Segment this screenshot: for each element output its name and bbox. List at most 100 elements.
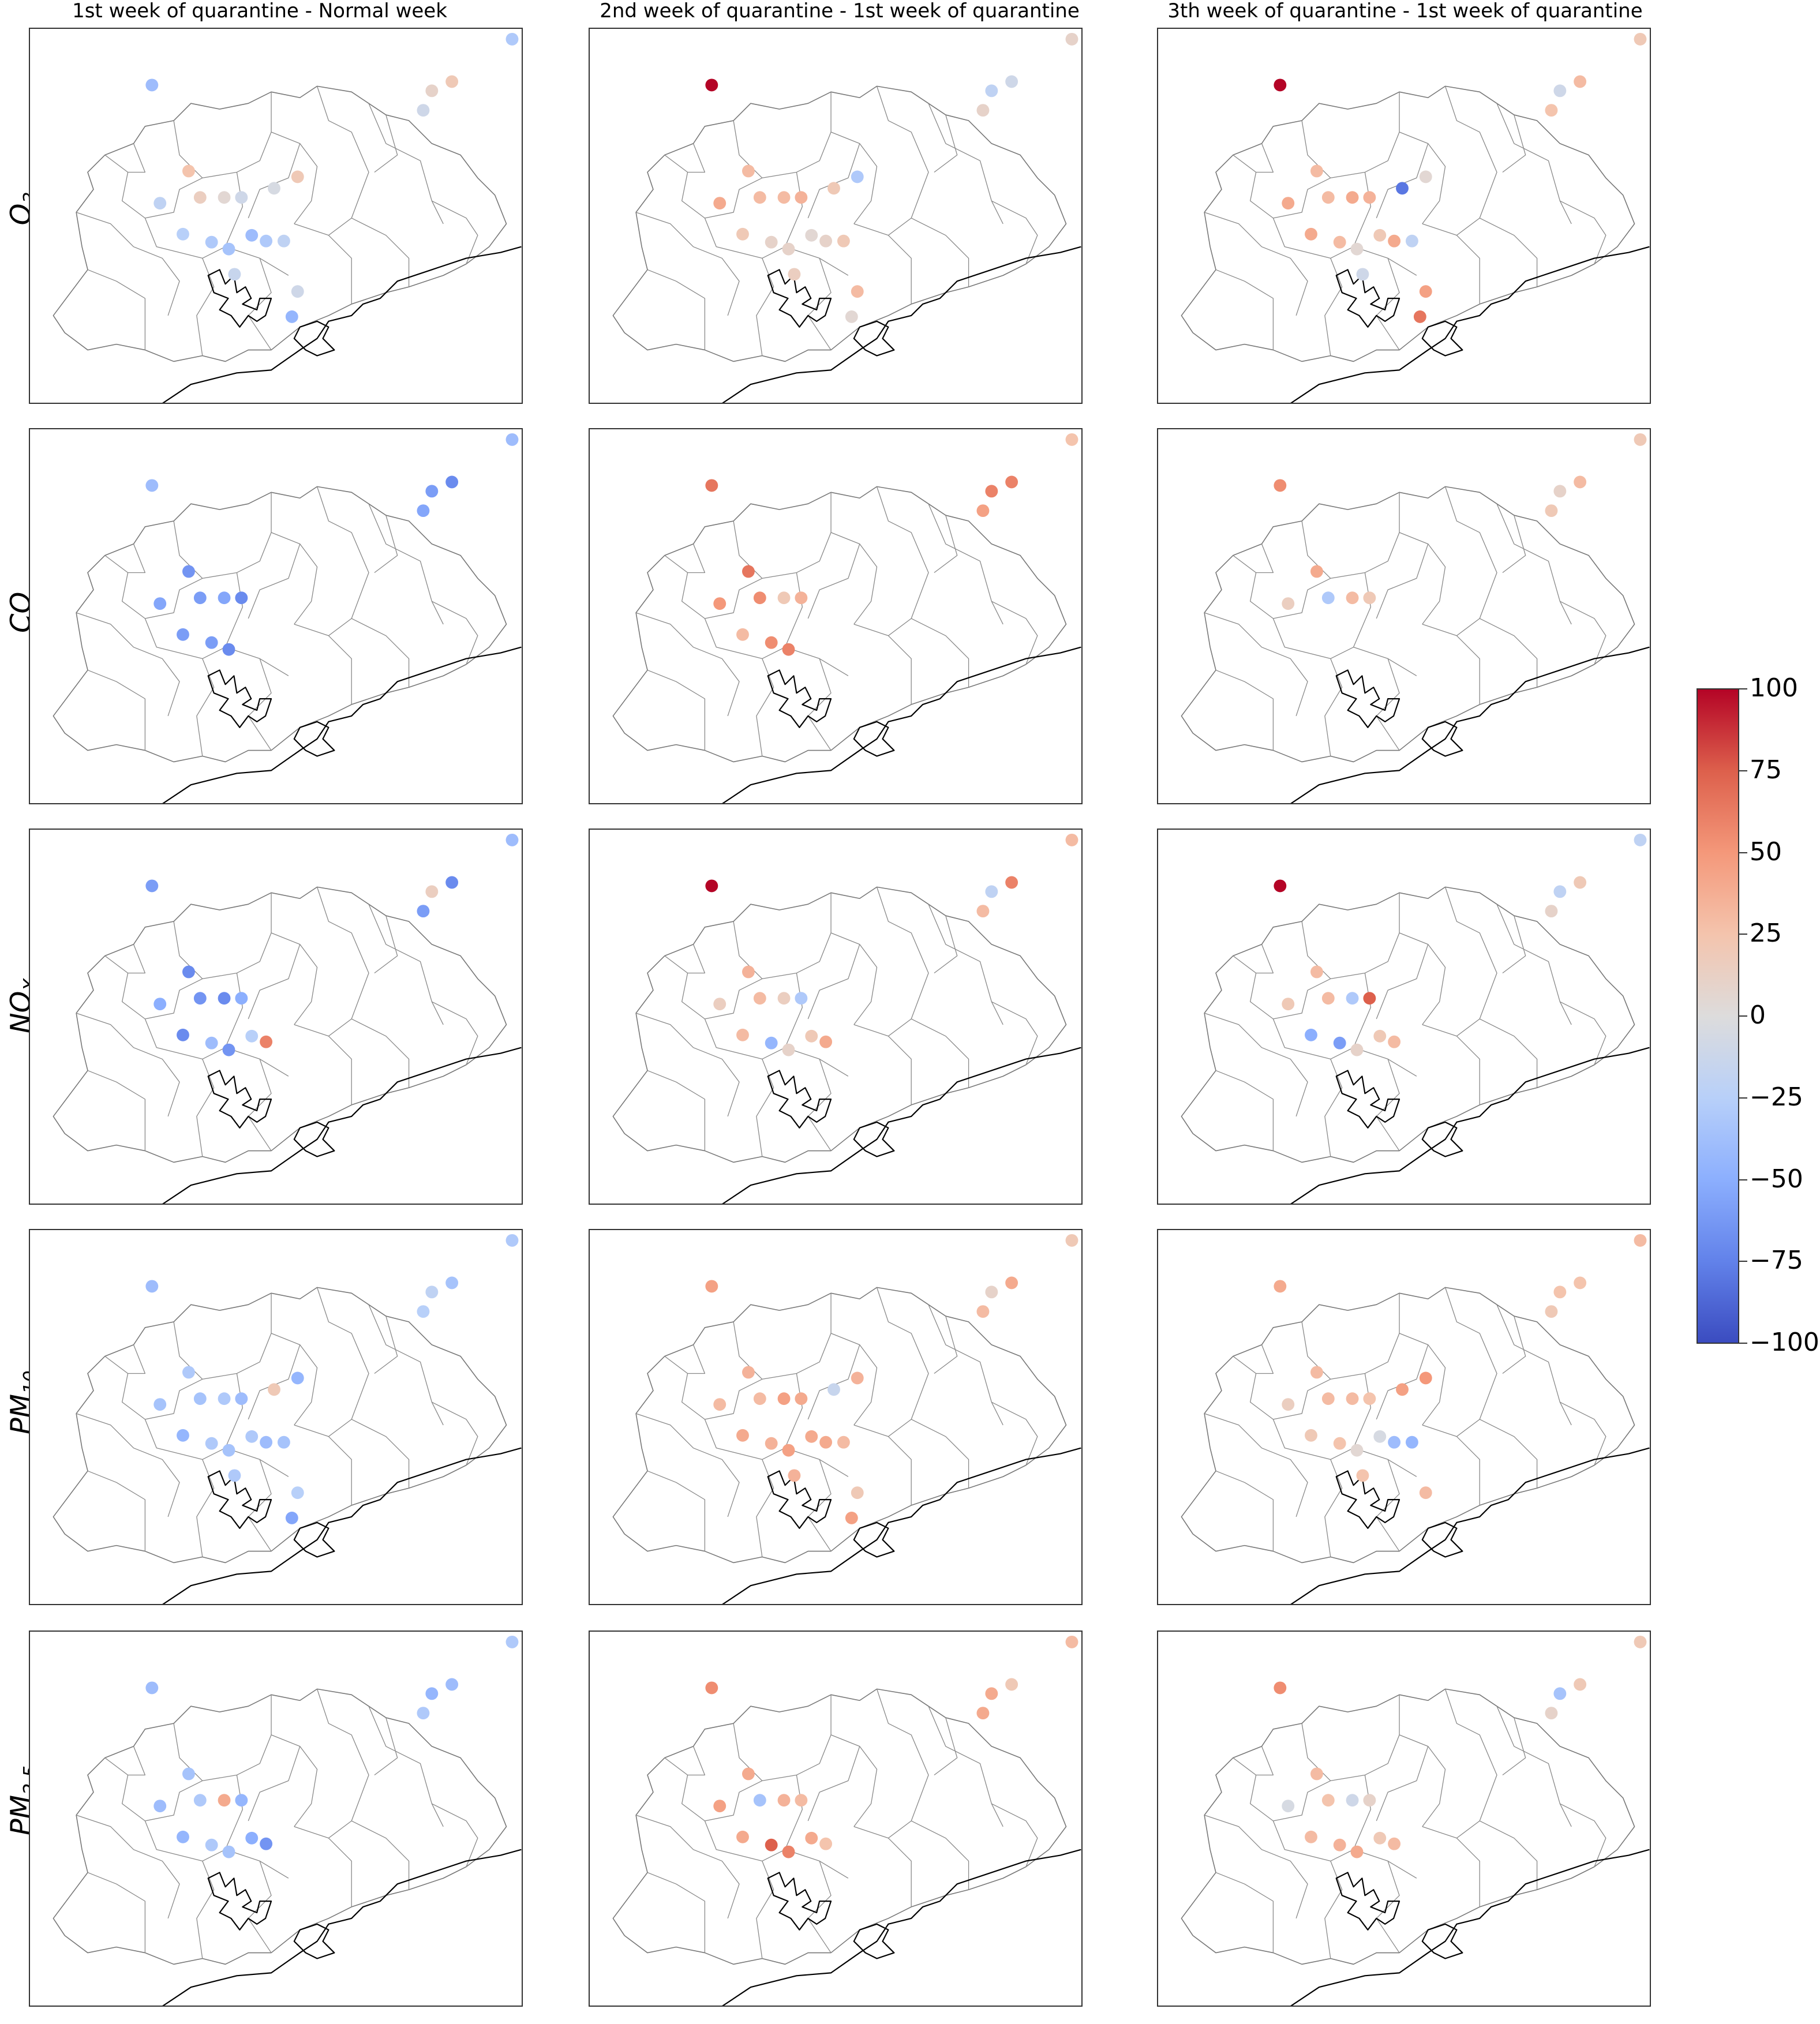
municipal-boundary — [1399, 1333, 1446, 1426]
municipal-boundary — [687, 143, 706, 173]
station-marker — [777, 992, 791, 1005]
municipal-boundary — [248, 1861, 272, 1953]
station-marker — [1005, 1276, 1018, 1290]
station-marker — [445, 1276, 459, 1290]
station-marker — [1574, 1276, 1587, 1290]
map-panel-pm10-col2 — [589, 1229, 1083, 1605]
municipal-boundary — [1204, 1815, 1308, 1919]
municipal-boundary — [830, 132, 878, 224]
municipal-boundary — [248, 944, 301, 1020]
map-panel-pm10-col1 — [29, 1229, 523, 1605]
municipal-boundary — [1444, 86, 1497, 236]
municipal-boundary — [807, 944, 860, 1020]
municipal-boundary — [784, 1373, 803, 1448]
station-marker — [765, 636, 778, 649]
map-svg — [1181, 433, 1650, 803]
municipal-boundary — [76, 1013, 180, 1117]
municipal-boundary — [1324, 658, 1343, 756]
colorbar-tick — [1739, 852, 1747, 853]
station-marker — [805, 1430, 818, 1443]
station-marker — [505, 833, 519, 846]
municipal-boundary — [196, 1459, 215, 1557]
municipal-boundary — [784, 172, 803, 247]
station-marker — [819, 1035, 833, 1048]
station-marker — [1356, 1469, 1369, 1482]
municipal-boundary — [1502, 114, 1526, 173]
coastline — [1290, 1849, 1650, 2006]
municipal-boundary — [224, 172, 244, 247]
colorbar-tick — [1739, 1097, 1747, 1099]
map-svg — [612, 433, 1081, 803]
municipal-boundary — [1560, 601, 1606, 665]
municipal-boundary — [687, 944, 706, 974]
municipal-boundary — [934, 515, 958, 573]
station-marker — [417, 504, 430, 518]
municipal-boundary — [1272, 1018, 1417, 1077]
station-marker — [795, 992, 808, 1005]
bay-outline — [1421, 1923, 1463, 1959]
station-marker — [1005, 475, 1018, 489]
station-marker — [177, 1830, 189, 1843]
station-marker — [260, 234, 273, 248]
municipal-boundary — [928, 904, 1003, 1025]
station-marker — [1419, 1486, 1432, 1500]
station-marker — [1310, 164, 1323, 178]
municipal-boundary — [784, 1775, 803, 1850]
station-marker — [505, 433, 519, 446]
colorbar-tick-label: 100 — [1750, 673, 1798, 703]
reservoir-outline — [1335, 1070, 1400, 1129]
station-marker — [1545, 905, 1558, 918]
colorbar-tick-label: 50 — [1750, 837, 1782, 867]
reservoir-outline — [1335, 669, 1400, 728]
municipal-boundary — [647, 1470, 706, 1551]
region-outline — [53, 886, 507, 1163]
station-marker — [827, 182, 840, 195]
station-marker — [705, 1280, 718, 1293]
station-marker — [245, 1029, 259, 1043]
municipal-boundary — [991, 200, 1038, 264]
station-marker — [782, 242, 795, 256]
station-marker — [805, 1831, 818, 1845]
municipal-boundary — [991, 601, 1038, 665]
station-marker — [417, 1305, 430, 1318]
bay-outline — [1421, 721, 1463, 757]
map-svg — [53, 1234, 522, 1604]
bay-outline — [853, 721, 895, 757]
municipal-boundary — [1204, 612, 1308, 717]
municipal-boundary — [1272, 1419, 1417, 1477]
municipal-boundary — [876, 1287, 929, 1437]
region-outline — [612, 886, 1067, 1163]
station-marker — [182, 965, 195, 979]
station-marker — [976, 104, 990, 117]
municipal-boundary — [807, 1861, 832, 1953]
municipal-boundary — [807, 143, 860, 219]
municipal-boundary — [1560, 1803, 1606, 1867]
municipal-boundary — [934, 1717, 958, 1775]
municipal-boundary — [928, 1304, 1003, 1426]
municipal-boundary — [704, 618, 849, 676]
municipal-boundary — [1376, 143, 1429, 219]
municipal-boundary — [173, 492, 272, 579]
municipal-boundary — [807, 544, 860, 619]
station-marker — [145, 879, 159, 893]
map-svg — [53, 433, 522, 803]
municipal-boundary — [1215, 269, 1274, 350]
station-marker — [1545, 504, 1558, 518]
municipal-boundary — [1502, 1717, 1526, 1775]
municipal-boundary — [830, 932, 878, 1025]
municipal-boundary — [1376, 258, 1400, 350]
municipal-boundary — [316, 887, 369, 1037]
reservoir-outline — [1335, 1872, 1400, 1931]
municipal-boundary — [1215, 669, 1274, 751]
municipal-boundary — [704, 1820, 849, 1879]
station-marker — [1321, 1794, 1335, 1807]
municipal-boundary — [911, 1018, 969, 1088]
station-marker — [193, 191, 207, 204]
municipal-boundary — [1204, 1013, 1308, 1117]
municipal-boundary — [368, 1304, 444, 1426]
station-marker — [736, 628, 749, 641]
municipal-boundary — [1353, 1373, 1372, 1448]
municipal-boundary — [1324, 1459, 1343, 1557]
station-marker — [218, 191, 231, 204]
reservoir-outline — [207, 669, 272, 728]
